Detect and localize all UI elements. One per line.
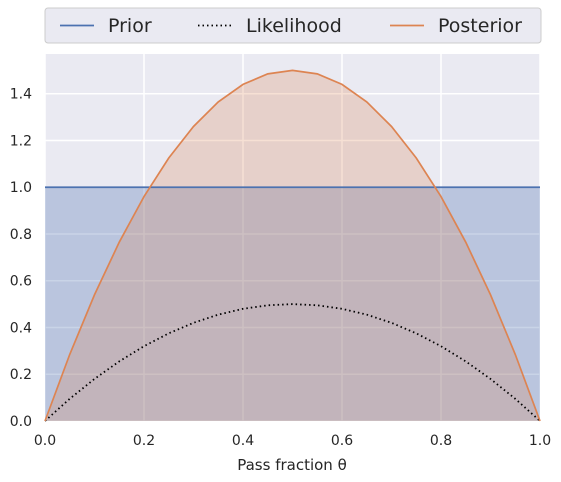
y-tick-label: 0.6 [10, 274, 32, 290]
x-tick-label: 0.8 [430, 433, 452, 449]
x-axis-label: Pass fraction θ [237, 456, 347, 474]
legend-box [44, 7, 542, 44]
legend-label-posterior: Posterior [438, 15, 522, 37]
y-tick-label: 0.8 [10, 227, 32, 243]
legend: Prior Likelihood Posterior [44, 7, 542, 44]
x-tick-label: 0.2 [133, 433, 155, 449]
posterior-line [44, 69, 541, 422]
x-tick-label: 0.4 [232, 433, 254, 449]
series-lines [44, 69, 541, 422]
likelihood-line [44, 303, 541, 422]
x-tick-label: 1.0 [529, 433, 551, 449]
y-tick-label: 0.0 [10, 414, 32, 430]
x-tick-labels: 0.0 0.2 0.4 0.6 0.8 1.0 [34, 433, 551, 449]
y-tick-label: 1.2 [10, 133, 32, 149]
x-tick-label: 0.0 [34, 433, 56, 449]
legend-label-likelihood: Likelihood [246, 15, 342, 37]
y-tick-label: 1.0 [10, 180, 32, 196]
x-tick-label: 0.6 [331, 433, 353, 449]
grid [44, 54, 541, 422]
y-tick-label: 0.2 [10, 367, 32, 383]
legend-label-prior: Prior [108, 15, 152, 37]
y-tick-label: 1.4 [10, 87, 32, 103]
plot-background [45, 54, 540, 421]
y-tick-labels: 0.0 0.2 0.4 0.6 0.8 1.0 1.2 1.4 [10, 87, 32, 430]
y-tick-label: 0.4 [10, 320, 32, 336]
